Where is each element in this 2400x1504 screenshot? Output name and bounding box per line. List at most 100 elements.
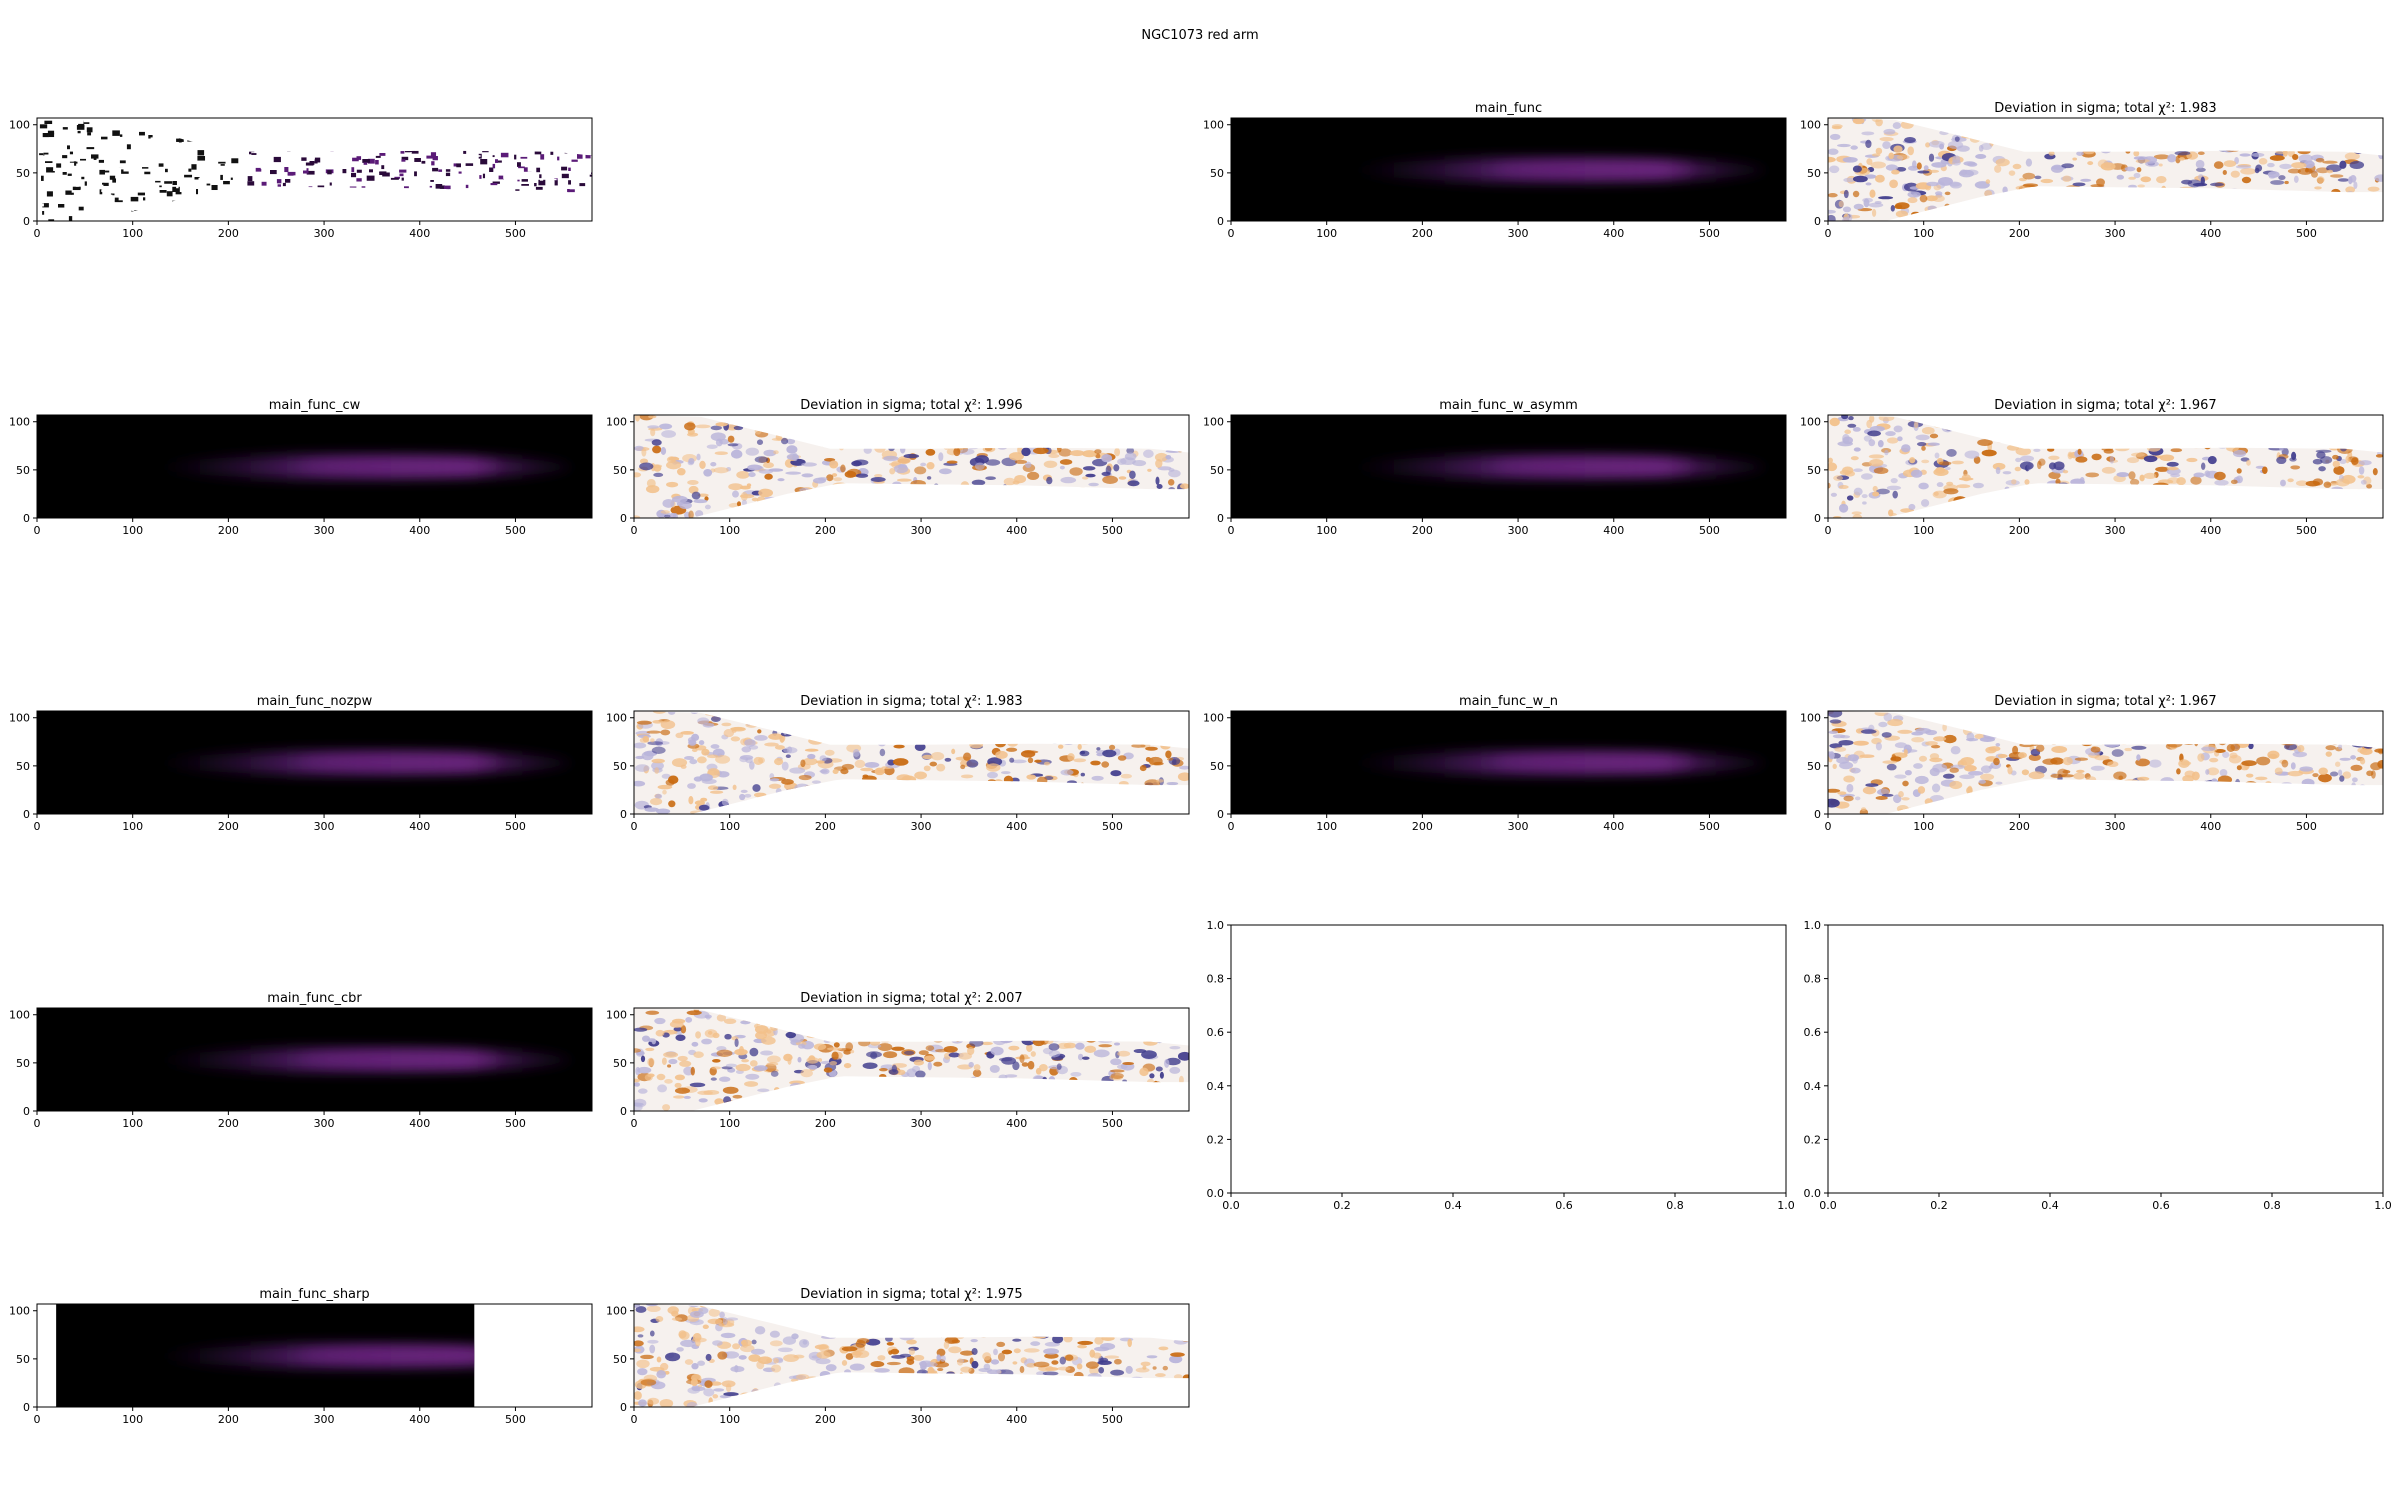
x-tick-label: 500 [505,820,526,833]
y-tick-label: 50 [613,464,627,477]
y-tick-label: 0 [620,1401,627,1414]
panel-main_func_cw: 0 100 200 300 400 500 0 50 100 main_func_cw [9,398,593,537]
x-tick-label: 300 [911,524,932,537]
model-core [1494,458,1695,474]
x-tick-label: 200 [218,1117,239,1130]
x-tick-label: 400 [409,227,430,240]
y-tick-label: 0.2 [1207,1133,1225,1146]
x-tick-label: 500 [505,1413,526,1426]
x-tick-label: 500 [505,524,526,537]
panel-title: main_func_w_asymm [1439,398,1578,413]
y-tick-label: 0 [620,512,627,525]
x-tick-label: 100 [122,1413,143,1426]
x-tick-label: 400 [1006,524,1027,537]
y-tick-label: 0 [23,808,30,821]
observed-image [39,118,592,221]
y-tick-label: 50 [16,760,30,773]
x-tick-label: 200 [815,524,836,537]
panel-title: main_func_sharp [259,1287,369,1302]
deviation-image [634,711,1189,814]
x-tick-label: 400 [409,820,430,833]
x-tick-label: 200 [218,524,239,537]
axes-frame [36,710,593,815]
x-tick-label: 0.6 [1555,1199,1573,1212]
panel-main_func_dev: 0 100 200 300 400 500 0 50 100 Deviation in sigma… [1800,101,2384,240]
model-core [1494,161,1695,177]
axes-frame [36,414,593,519]
y-tick-label: 100 [9,1009,30,1022]
x-tick-label: 500 [1102,1117,1123,1130]
x-tick-label: 100 [122,524,143,537]
y-tick-label: 0 [23,1401,30,1414]
model-core [300,1051,501,1067]
y-tick-label: 50 [16,464,30,477]
y-tick-label: 0.6 [1804,1026,1822,1039]
plot-area [1231,711,1786,814]
panel-main_func: 0 100 200 300 400 500 0 50 100 main_func [1203,101,1787,240]
plot-area [1231,415,1786,518]
x-tick-label: 0.4 [2041,1199,2059,1212]
axes-frame [1827,710,2384,815]
x-tick-label: 300 [1508,227,1529,240]
x-tick-label: 300 [1508,524,1529,537]
y-tick-label: 0 [1814,808,1821,821]
y-tick-label: 0.4 [1804,1080,1822,1093]
x-tick-label: 100 [1913,820,1934,833]
y-tick-label: 50 [16,1057,30,1070]
axes-frame [1230,117,1787,222]
x-tick-label: 500 [2296,524,2317,537]
x-tick-label: 500 [1699,524,1720,537]
x-tick-label: 0.0 [1222,1199,1240,1212]
y-tick-label: 0.0 [1804,1187,1822,1200]
y-tick-label: 0.6 [1207,1026,1225,1039]
y-tick-label: 50 [1210,760,1224,773]
axes-frame [36,1303,593,1408]
y-tick-label: 0.4 [1207,1080,1225,1093]
panel-main_func_w_asymm_dev: 0 100 200 300 400 500 0 50 100 Deviation in sigma… [1800,398,2384,537]
x-tick-label: 300 [911,820,932,833]
x-tick-label: 400 [2200,524,2221,537]
y-tick-label: 0.0 [1207,1187,1225,1200]
panel-main_func_w_asymm: 0 100 200 300 400 500 0 50 100 main_func_w_asymm [1203,398,1787,537]
x-tick-label: 400 [2200,227,2221,240]
x-tick-label: 300 [314,1117,335,1130]
plot-area [56,1304,475,1407]
x-tick-label: 300 [2105,820,2126,833]
y-tick-label: 0 [1814,512,1821,525]
x-tick-label: 300 [314,1413,335,1426]
axes-frame [1230,924,1787,1194]
panel-title: Deviation in sigma; total χ²: 2.007 [800,991,1022,1006]
x-tick-label: 500 [505,1117,526,1130]
figure-title: NGC1073 red arm [1141,28,1258,43]
x-tick-label: 100 [1913,227,1934,240]
plot-area [37,1008,592,1111]
y-tick-label: 0 [1217,808,1224,821]
deviation-image [1828,711,2383,814]
x-tick-label: 0.8 [2263,1199,2281,1212]
panel-main_func_w_n: 0 100 200 300 400 500 0 50 100 main_func_w_n [1203,694,1787,833]
y-tick-label: 0.8 [1207,973,1225,986]
x-tick-label: 0 [34,1413,41,1426]
y-tick-label: 100 [9,712,30,725]
x-tick-label: 0.2 [1930,1199,1948,1212]
panel-main_func_sharp_dev: 0 100 200 300 400 500 0 50 100 Deviation in sigma… [606,1287,1190,1426]
panel-main_func_w_n_dev: 0 100 200 300 400 500 0 50 100 Deviation in sigma… [1800,694,2384,833]
x-tick-label: 0 [1825,820,1832,833]
y-tick-label: 0 [23,215,30,228]
axes-frame [36,117,593,222]
x-tick-label: 500 [1699,820,1720,833]
model-core [300,754,501,770]
x-tick-label: 400 [1603,820,1624,833]
panel-title: Deviation in sigma; total χ²: 1.967 [1994,398,2216,413]
x-tick-label: 500 [505,227,526,240]
axes-frame [1827,117,2384,222]
plot-area [1231,118,1786,221]
plot-area [1828,415,2383,518]
x-tick-label: 300 [314,524,335,537]
x-tick-label: 400 [1006,1413,1027,1426]
y-tick-label: 0 [23,512,30,525]
plot-area [1828,711,2383,814]
x-tick-label: 0.2 [1333,1199,1351,1212]
y-tick-label: 100 [606,712,627,725]
